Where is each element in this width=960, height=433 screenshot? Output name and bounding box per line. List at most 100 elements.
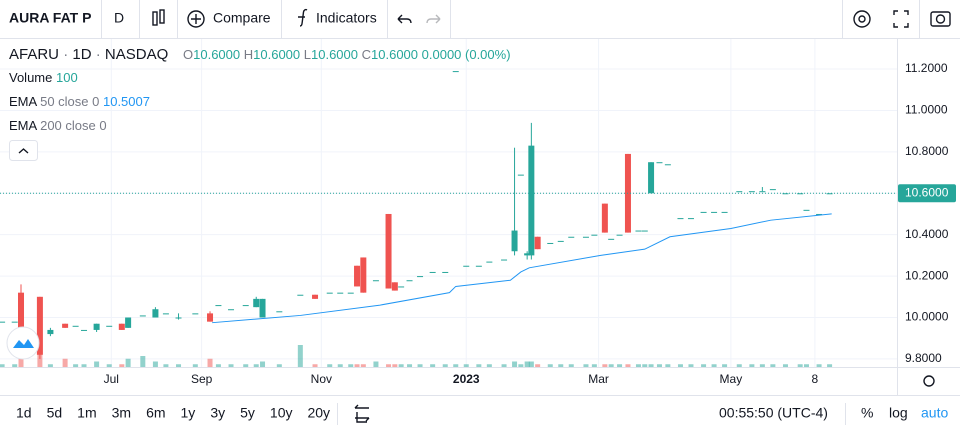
y-tick-label: 10.0000 [905,310,949,324]
gear-icon [923,375,935,387]
candle-body [11,321,18,323]
volume-bar [297,345,303,367]
y-tick-label: 9.8000 [905,351,942,365]
candle-body [398,286,405,288]
candle-body [326,292,333,294]
volume-bar [463,364,469,367]
volume-bar [373,361,379,367]
x-tick-label: Mar [588,372,609,386]
camera-icon [935,14,946,24]
axis-settings-button[interactable] [923,375,935,387]
candle-body [0,321,6,323]
candle-body [475,265,482,267]
volume-bar [243,364,249,367]
volume-bar [442,364,448,367]
candle-body [534,236,541,250]
logo[interactable] [6,326,40,360]
volume-bar [547,364,553,367]
range-button[interactable]: 6m [146,405,165,421]
volume-bar [816,364,822,367]
settings-button[interactable] [853,10,871,28]
volume-bar [782,364,788,367]
volume-bar [94,361,100,367]
collapse-legend-button[interactable] [9,140,38,161]
legend-header: AFARU · 1D · NASDAQ [9,46,168,63]
volume-bar [125,358,131,367]
ema-setting: 50 close 0 [40,94,99,109]
volume-bar [501,364,507,367]
volume-bar [677,364,683,367]
date-range-button[interactable] [354,404,370,423]
log-button[interactable]: log [889,405,908,421]
x-tick-label: May [720,372,743,386]
auto-button[interactable]: auto [921,405,948,421]
volume-bar [276,364,282,367]
candle-icon [159,9,165,24]
volume-bar [430,364,436,367]
undo-button[interactable] [397,14,412,24]
range-button[interactable]: 20y [307,405,330,421]
range-button[interactable]: 1m [77,405,96,421]
range-button[interactable]: 1d [16,405,32,421]
volume-bar [759,364,765,367]
indicators-button[interactable]: Indicators [298,8,377,27]
button-frame [9,140,38,161]
candle-body [385,213,392,289]
interval-button[interactable]: D [114,10,124,26]
volume-bar [260,361,266,367]
symbol[interactable]: AURA FAT P [9,10,91,26]
snapshot-button[interactable] [930,11,951,27]
volume-bar [337,364,343,367]
fx-icon [298,8,308,27]
ema200-legend: EMA 200 close 0 [9,118,107,133]
y-tick-label: 10.4000 [905,227,949,241]
volume-bar [524,361,530,367]
candle-body [721,211,728,213]
o-label: O [183,47,193,62]
range-button[interactable]: 3m [112,405,131,421]
candle-body [511,230,518,252]
volume-bar [770,364,776,367]
range-button[interactable]: 5d [47,405,63,421]
chart-type-button[interactable] [152,9,165,26]
range-button[interactable]: 1y [181,405,196,421]
candle-body [608,238,615,240]
range-button[interactable]: 10y [270,405,293,421]
x-tick-label: 2023 [453,372,480,386]
clock: 00:55:50 (UTC-4) [719,405,828,421]
grid [0,39,897,367]
percent-button[interactable]: % [861,405,873,421]
range-button[interactable]: 3y [210,405,225,421]
volume-bar [512,361,518,367]
compare-button[interactable]: Compare [187,10,271,28]
fullscreen-button[interactable] [893,10,909,28]
candle-body [547,242,554,244]
volume-bar [106,364,112,367]
volume-bar [642,364,648,367]
volume-bar [407,364,413,367]
volume-bar [797,364,803,367]
candle-body [429,271,436,273]
last-price-box [898,184,956,203]
x-tick-label: Jul [104,372,119,386]
volume-bar [47,364,53,367]
volume-label: Volume [9,70,52,85]
candle-body [192,313,199,315]
candle-body [452,71,459,73]
volume-bar [398,364,404,367]
range-button[interactable]: 5y [240,405,255,421]
redo-button[interactable] [426,14,441,24]
y-tick-label: 11.0000 [905,103,948,117]
candle-body [501,259,508,261]
plot [0,71,897,367]
candle-body [656,162,663,164]
y-tick-label: 10.2000 [905,268,949,282]
volume-bar [140,356,146,367]
volume-bar [207,358,213,367]
volume-setting: 100 [56,70,78,85]
candle-body [797,193,804,195]
candle-body [337,292,344,294]
candle-body [557,240,564,242]
volume-bar [253,364,259,367]
volume-bar [528,361,534,367]
